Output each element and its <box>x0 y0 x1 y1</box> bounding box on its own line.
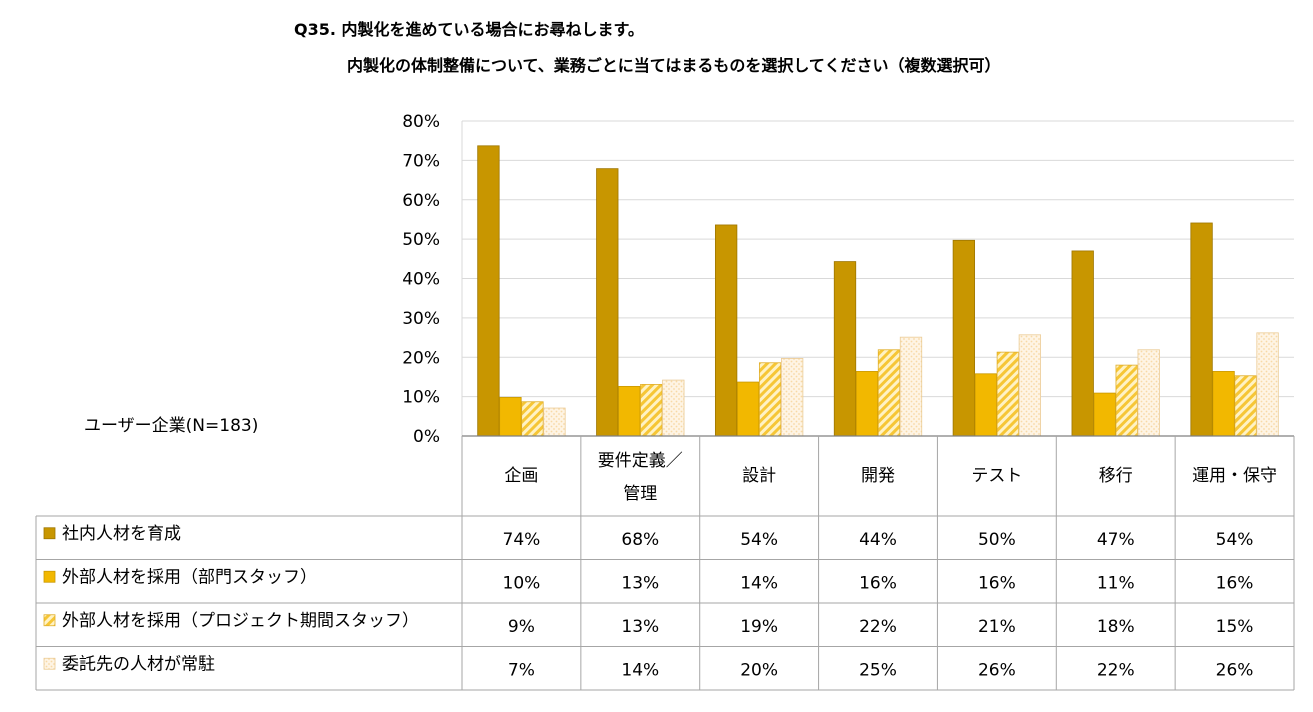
data-label: 7% <box>508 660 535 680</box>
bar-series2-4 <box>855 371 879 437</box>
category-label: 運用・保守 <box>1192 466 1277 486</box>
data-label: 14% <box>740 573 778 593</box>
data-label: 16% <box>1216 573 1254 593</box>
y-tick-label: 40% <box>402 270 440 290</box>
legend-label-series3: 外部人材を採用（プロジェクト期間スタッフ） <box>62 611 419 631</box>
legend-swatch-series4 <box>43 657 56 670</box>
data-label: 19% <box>740 617 778 637</box>
bar-series4-4 <box>899 336 923 437</box>
y-tick-label: 0% <box>413 427 440 447</box>
bars <box>462 145 1294 437</box>
y-tick-label: 60% <box>402 191 440 211</box>
bar-series4-7 <box>1256 332 1279 437</box>
bar-series1-4 <box>833 261 857 437</box>
category-label: 移行 <box>1099 466 1133 486</box>
y-tick-label: 30% <box>402 309 440 329</box>
data-label: 22% <box>859 617 897 637</box>
bar-series1-1 <box>477 145 500 437</box>
category-label: 要件定義／ <box>598 451 683 471</box>
data-label: 21% <box>978 617 1016 637</box>
data-label: 26% <box>978 660 1016 680</box>
sample-size-label: ユーザー企業(N=183) <box>84 416 259 436</box>
bar-series3-4 <box>877 349 901 437</box>
data-label: 18% <box>1097 617 1135 637</box>
chart-title-line2: 内製化の体制整備について、業務ごとに当てはまるものを選択してください（複数選択可… <box>347 56 1001 75</box>
bar-series4-3 <box>780 358 804 437</box>
legend-label-series1: 社内人材を育成 <box>62 524 181 544</box>
data-label: 13% <box>621 617 659 637</box>
bar-series4-2 <box>662 379 685 437</box>
category-label-line2: 管理 <box>623 484 657 504</box>
bar-series2-6 <box>1093 392 1116 437</box>
legend-swatch-series1 <box>43 527 56 540</box>
data-label: 13% <box>621 573 659 593</box>
bar-series3-3 <box>758 362 782 437</box>
legend-swatch-series3 <box>43 614 56 627</box>
data-label: 9% <box>508 617 535 637</box>
y-tick-label: 50% <box>402 230 440 250</box>
data-label: 16% <box>859 573 897 593</box>
category-label: テスト <box>971 466 1022 486</box>
bar-series1-5 <box>952 239 976 437</box>
data-label: 50% <box>978 530 1016 550</box>
data-label: 16% <box>978 573 1016 593</box>
bar-series1-3 <box>714 224 738 437</box>
data-label: 15% <box>1216 617 1254 637</box>
bar-series3-2 <box>640 384 663 437</box>
data-label: 44% <box>859 530 897 550</box>
y-axis-ticks: 0% 10% 20% 30% 40% 50% 60% 70% 80% <box>402 112 440 447</box>
bar-series2-5 <box>974 373 998 437</box>
data-label: 47% <box>1097 530 1135 550</box>
legend-swatch-series2 <box>43 570 56 583</box>
y-tick-label: 10% <box>402 388 440 408</box>
legend-label-series4: 委託先の人材が常駐 <box>62 654 215 674</box>
data-label: 14% <box>621 660 659 680</box>
chart-title-line1: Q35. 内製化を進めている場合にお尋ねします。 <box>294 20 644 39</box>
bar-series2-1 <box>499 397 522 437</box>
bar-series3-1 <box>521 401 544 437</box>
y-tick-label: 70% <box>402 151 440 171</box>
bar-series2-2 <box>618 385 641 437</box>
data-label: 54% <box>1216 530 1254 550</box>
data-label: 68% <box>621 530 659 550</box>
data-label: 74% <box>503 530 541 550</box>
data-label: 10% <box>503 573 541 593</box>
bar-series4-1 <box>543 407 566 437</box>
y-tick-label: 20% <box>402 348 440 368</box>
legend-label-series2: 外部人材を採用（部門スタッフ） <box>62 567 317 587</box>
bar-series3-6 <box>1115 364 1138 437</box>
bar-series1-7 <box>1190 222 1213 437</box>
data-label: 20% <box>740 660 778 680</box>
category-label: 開発 <box>861 466 895 486</box>
category-label: 企画 <box>504 466 538 486</box>
category-label: 設計 <box>742 466 776 486</box>
bar-series1-2 <box>596 168 619 437</box>
data-label: 26% <box>1216 660 1254 680</box>
bar-series4-6 <box>1137 349 1160 437</box>
bar-series1-6 <box>1071 250 1094 437</box>
data-label: 54% <box>740 530 778 550</box>
y-tick-label: 80% <box>402 112 440 132</box>
bar-series3-5 <box>996 351 1020 437</box>
bar-series2-3 <box>736 381 760 437</box>
data-label: 25% <box>859 660 897 680</box>
bar-series2-7 <box>1212 371 1235 437</box>
data-label: 22% <box>1097 660 1135 680</box>
data-label: 11% <box>1097 573 1135 593</box>
bar-series3-7 <box>1234 375 1257 437</box>
bar-series4-5 <box>1018 334 1042 437</box>
